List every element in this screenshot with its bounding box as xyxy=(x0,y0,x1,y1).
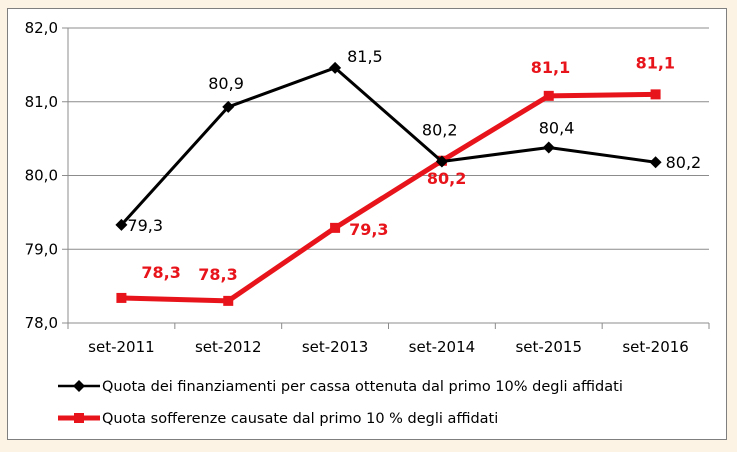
y-tick-label: 78,0 xyxy=(25,314,58,332)
data-label: 81,5 xyxy=(347,47,383,66)
x-tick-label: set-2016 xyxy=(622,338,689,356)
x-tick-label: set-2012 xyxy=(195,338,262,356)
y-tick-label: 79,0 xyxy=(25,240,58,258)
data-label: 80,2 xyxy=(427,169,466,188)
data-label: 81,1 xyxy=(531,58,570,77)
data-point xyxy=(222,100,235,113)
x-tick-label: set-2014 xyxy=(409,338,476,356)
legend-label: Quota sofferenze causate dal primo 10 % … xyxy=(102,411,498,427)
data-labels: 79,3 80,9 81,5 80,2 80,4 80,2 78,3 78,3 79,3 80,2… xyxy=(127,47,701,284)
data-label: 79,3 xyxy=(349,220,388,239)
legend-marker xyxy=(73,380,85,392)
data-label: 78,3 xyxy=(198,265,237,284)
data-label: 79,3 xyxy=(127,216,163,235)
legend-entry-financing: Quota dei finanziamenti per cassa ottenu… xyxy=(58,379,623,395)
axes xyxy=(62,27,710,329)
data-point xyxy=(329,61,342,74)
y-tick-label: 81,0 xyxy=(25,93,58,111)
series-group xyxy=(115,61,662,306)
series-line xyxy=(121,91,656,304)
chart-frame xyxy=(2,2,733,448)
data-label: 78,3 xyxy=(141,263,180,282)
data-point xyxy=(543,90,554,101)
x-axis-ticks: set-2011 set-2012 set-2013 set-2014 set-2015… xyxy=(88,338,689,356)
y-axis-ticks: 78,0 79,0 80,0 81,0 82,0 xyxy=(25,19,58,332)
x-tick-label: set-2011 xyxy=(88,338,155,356)
data-point xyxy=(542,141,555,154)
data-label: 80,2 xyxy=(422,120,458,139)
series-line xyxy=(120,66,656,226)
series-financing xyxy=(115,61,662,231)
x-tick-label: set-2013 xyxy=(302,338,369,356)
data-label: 81,1 xyxy=(636,53,675,72)
data-point xyxy=(435,155,448,168)
data-label: 80,2 xyxy=(666,153,702,172)
data-point xyxy=(116,292,127,303)
legend-label: Quota dei finanziamenti per cassa ottenu… xyxy=(102,379,623,395)
gridlines xyxy=(68,27,709,250)
x-tick-label: set-2015 xyxy=(515,338,582,356)
chart-panel xyxy=(7,8,727,440)
y-tick-label: 80,0 xyxy=(25,167,58,185)
legend-entry-bad-loans: Quota sofferenze causate dal primo 10 % … xyxy=(58,411,498,427)
data-point xyxy=(649,156,662,169)
data-point xyxy=(115,218,128,231)
data-label: 80,9 xyxy=(208,74,244,93)
legend-marker xyxy=(74,413,84,423)
data-point xyxy=(330,222,341,233)
legend: Quota dei finanziamenti per cassa ottenu… xyxy=(58,379,623,427)
data-point xyxy=(223,295,234,306)
data-label: 80,4 xyxy=(539,118,575,137)
y-tick-label: 82,0 xyxy=(25,19,58,37)
data-point xyxy=(650,89,661,100)
